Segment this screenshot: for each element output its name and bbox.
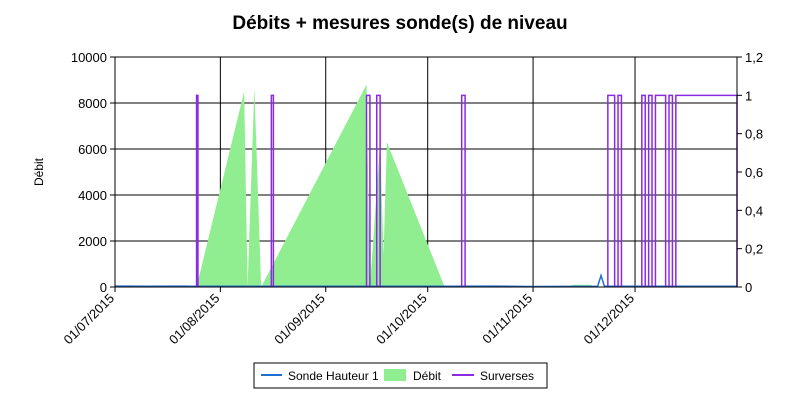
surverse-pulse (617, 94, 623, 287)
right-axis-ticks: 0 0,2 0,4 0,6 0,8 1 1,2 (737, 50, 763, 295)
legend-label-debit: Débit (413, 369, 442, 383)
left-tick-label: 4000 (78, 188, 107, 203)
left-tick-label: 0 (100, 280, 107, 295)
right-tick-label: 1,2 (745, 50, 763, 65)
surverse-pulse (641, 94, 646, 287)
surverse-pulse (668, 94, 674, 287)
surverse-pulse (270, 94, 275, 287)
x-tick-label: 01/10/2015 (373, 291, 430, 348)
debit-area-layer (115, 84, 737, 287)
chart-title: Débits + mesures sonde(s) de niveau (232, 13, 567, 34)
surverse-pulse (195, 94, 199, 287)
x-axis-ticks: 01/07/2015 01/08/2015 01/09/2015 01/10/2015… (60, 287, 637, 347)
debit-area (115, 84, 737, 287)
right-tick-label: 0 (745, 280, 752, 295)
surverse-pulse (654, 94, 667, 287)
x-tick-label: 01/11/2015 (479, 291, 535, 347)
left-tick-label: 8000 (78, 96, 107, 111)
surverse-pulse (675, 94, 738, 287)
right-tick-label: 0,8 (745, 127, 763, 142)
y-axis-label: Débit (32, 157, 46, 186)
left-tick-label: 6000 (78, 142, 107, 157)
x-tick-label: 01/09/2015 (271, 291, 328, 348)
sonde-line (114, 273, 737, 288)
x-tick-label: 01/07/2015 (60, 291, 117, 348)
sonde-line-layer (114, 273, 737, 288)
surverse-pulse (647, 94, 653, 287)
left-tick-label: 10000 (71, 50, 107, 65)
legend-label-surverses: Surverses (480, 369, 534, 383)
left-tick-label: 2000 (78, 234, 107, 249)
right-tick-label: 0,2 (745, 242, 763, 257)
legend-swatch-debit (384, 369, 406, 381)
right-tick-label: 0,6 (745, 165, 763, 180)
surverse-pulse (375, 94, 381, 287)
surverse-pulse (365, 94, 371, 287)
x-tick-label: 01/08/2015 (166, 291, 223, 348)
right-tick-label: 1 (745, 88, 752, 103)
right-tick-label: 0,4 (745, 203, 763, 218)
x-tick-label: 01/12/2015 (581, 291, 638, 348)
legend-label-sonde: Sonde Hauteur 1 (288, 369, 379, 383)
surverse-pulse (607, 94, 616, 287)
surverse-pulse (460, 94, 466, 287)
surverses-layer (195, 94, 738, 287)
legend: Sonde Hauteur 1 Débit Surverses (253, 362, 548, 389)
left-axis-ticks: 0 2000 4000 6000 8000 10000 (71, 50, 115, 295)
